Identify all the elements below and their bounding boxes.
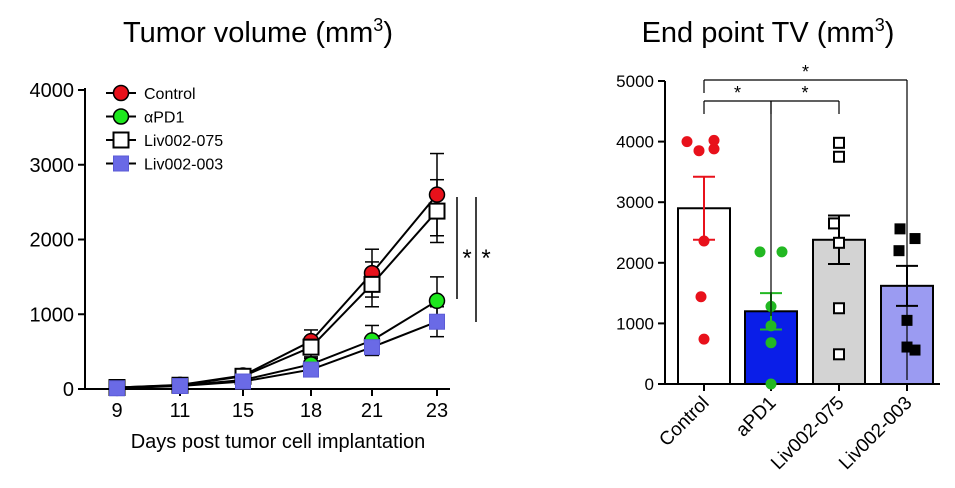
data-point: [833, 348, 845, 361]
comparison-star: *: [801, 83, 808, 103]
tumor-volume-axes: 0 1000 2000 3000 4000 9 11 15 18 21 23: [30, 80, 450, 422]
end-point-tv-title-main: End point TV (mm: [642, 17, 875, 49]
data-point: [172, 378, 188, 395]
tumor-volume-chart: Tumor volume (mm3) Days post tumor cell …: [30, 15, 491, 453]
data-point: [303, 361, 319, 378]
end-point-tv-title-close: ): [885, 17, 895, 49]
data-point: [428, 292, 446, 310]
data-point: [754, 246, 766, 258]
data-point: [693, 145, 705, 157]
legend-label: Control: [144, 86, 196, 103]
tumor-volume-title-sup: 3: [373, 15, 383, 35]
tumor-volume-y-tick-label: 4000: [30, 80, 75, 102]
end-point-tv-chart: End point TV (mm3) 0 1000 2000 3000 4000 5000…: [616, 15, 940, 474]
data-point: [429, 313, 445, 330]
data-point: [428, 186, 446, 203]
tumor-volume-legend: Control αPD1 Liv002-075 Liv002-003: [106, 84, 223, 174]
series-line: [116, 210, 438, 389]
tumor-volume-title: Tumor volume (mm3): [123, 15, 393, 49]
legend-label: Liv002-075: [144, 133, 223, 150]
tumor-volume-title-main: Tumor volume (mm: [123, 17, 373, 49]
data-point: [833, 136, 845, 149]
data-point: [833, 302, 845, 315]
legend-marker: [112, 84, 130, 102]
data-point: [681, 136, 693, 148]
end-point-tv-title: End point TV (mm3): [642, 15, 895, 49]
end-point-tv-comparisons: * **: [703, 62, 908, 380]
tumor-volume-x-axis-label: Days post tumor cell implantation: [131, 431, 426, 453]
tumor-volume-error-bars: [110, 152, 444, 390]
tumor-volume-x-tick-label: 15: [232, 400, 254, 422]
data-point: [302, 338, 320, 356]
end-point-tv-bars: [677, 207, 934, 385]
significance-star: *: [481, 245, 490, 272]
tumor-volume-x-tick-label: 18: [300, 400, 322, 422]
data-point: [894, 223, 906, 235]
data-point: [776, 246, 788, 258]
data-point: [828, 217, 840, 230]
end-point-tv-y-tick-label: 3000: [616, 193, 654, 212]
tumor-volume-title-close: ): [383, 17, 393, 49]
legend-label: Liv002-003: [144, 157, 223, 174]
end-point-tv-category-label: Liv002-003: [835, 393, 916, 474]
data-point: [698, 333, 710, 345]
tumor-volume-y-tick-label: 0: [63, 379, 74, 401]
data-point: [909, 233, 921, 245]
end-point-tv-category-label: Liv002-075: [767, 393, 848, 474]
data-point: [698, 235, 710, 247]
series-line: [116, 194, 438, 389]
tumor-volume-y-tick-label: 1000: [30, 304, 75, 326]
legend-marker: [112, 108, 130, 125]
significance-star: *: [462, 245, 471, 272]
comparison-star: *: [734, 83, 741, 103]
legend-marker: [112, 131, 130, 149]
legend-label: αPD1: [144, 110, 184, 127]
tumor-volume-x-tick-label: 11: [170, 400, 191, 422]
tumor-volume-x-tick-label: 21: [361, 400, 383, 422]
data-point: [765, 320, 777, 332]
data-point: [708, 134, 720, 146]
tumor-volume-markers: [108, 186, 446, 397]
tumor-volume-x-tick-label: 23: [426, 400, 448, 422]
tumor-volume-y-tick-label: 3000: [30, 155, 75, 177]
tumor-volume-x-tick-label: 9: [111, 400, 122, 422]
data-point: [708, 143, 720, 155]
tumor-volume-lines: [116, 194, 438, 390]
comparison-star: *: [802, 62, 809, 82]
data-point: [765, 337, 777, 349]
tumor-volume-significance: * *: [456, 197, 491, 322]
end-point-tv-title-sup: 3: [875, 15, 885, 35]
end-point-tv-category-label: Control: [655, 393, 713, 451]
end-point-tv-y-tick-label: 0: [645, 375, 654, 394]
end-point-tv-y-tick-label: 5000: [616, 72, 654, 91]
end-point-tv-y-tick-label: 4000: [616, 133, 654, 152]
data-point: [364, 339, 380, 356]
data-point: [109, 380, 125, 397]
series-line: [116, 320, 438, 390]
data-point: [833, 150, 845, 163]
data-point: [765, 378, 777, 390]
data-point: [363, 275, 381, 293]
data-point: [833, 236, 845, 249]
data-point: [909, 344, 921, 356]
data-point: [695, 291, 707, 303]
legend-marker: [113, 155, 129, 172]
data-point: [893, 245, 905, 257]
tumor-volume-y-tick-label: 2000: [30, 230, 75, 252]
data-point: [235, 373, 251, 390]
data-point: [428, 202, 446, 220]
end-point-tv-y-tick-label: 1000: [616, 314, 654, 333]
end-point-tv-y-tick-label: 2000: [616, 254, 654, 273]
end-point-tv-category-label: aPD1: [732, 393, 780, 441]
